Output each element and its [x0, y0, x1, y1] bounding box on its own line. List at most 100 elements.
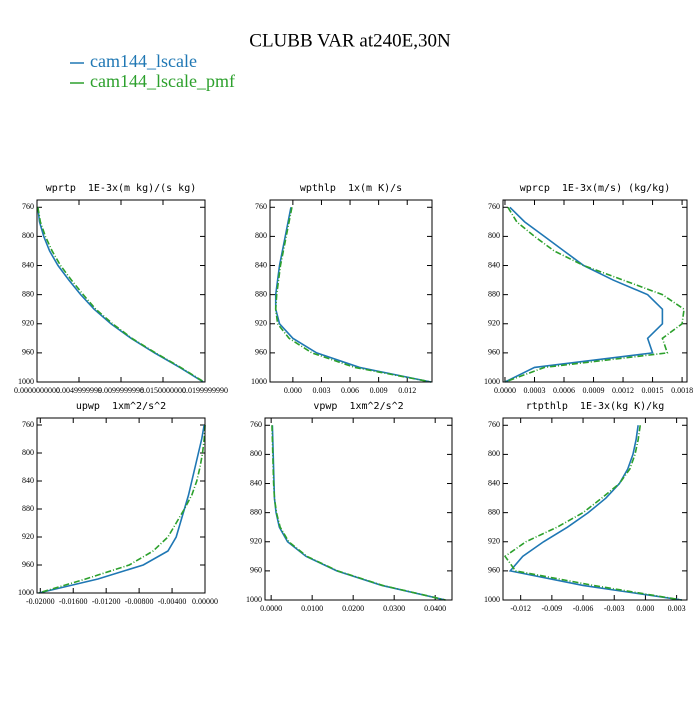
y-tick-label: 920 — [488, 537, 500, 546]
series-line — [508, 425, 682, 601]
panel-title: wprcp 1E-3x(m/s) (kg/kg) — [520, 183, 671, 194]
panel-title: wprtp 1E-3x(m kg)/(s kg) — [46, 183, 197, 194]
y-tick-label: 880 — [488, 507, 500, 516]
y-tick-label: 800 — [22, 448, 34, 457]
x-tick-label: 0.0400 — [424, 604, 446, 613]
y-tick-label: 840 — [22, 476, 34, 485]
x-tick-label: 0.0099999998 — [98, 386, 144, 395]
panel-title: vpwp 1xm^2/s^2 — [313, 401, 403, 412]
plot-frame — [502, 199, 688, 383]
x-tick-label: 0.006 — [341, 386, 359, 395]
y-tick-label: 1000 — [18, 377, 34, 386]
y-tick-label: 960 — [22, 560, 34, 569]
x-tick-label: 0.0200 — [342, 604, 364, 613]
x-tick-label: 0.003 — [312, 386, 330, 395]
y-tick-label: 960 — [488, 348, 500, 357]
plot-frame — [36, 199, 206, 383]
series-line — [274, 207, 432, 383]
y-tick-label: 840 — [250, 478, 262, 487]
x-tick-label: 0.0006 — [553, 386, 575, 395]
y-tick-label: 1000 — [18, 588, 34, 597]
y-tick-label: 920 — [255, 319, 267, 328]
y-tick-label: 880 — [22, 504, 34, 513]
plot-frame — [264, 417, 453, 601]
panel-title: rtpthlp 1E-3x(kg K)/kg — [526, 401, 664, 412]
plot-frame — [36, 417, 206, 594]
x-tick-label: 0.003 — [668, 604, 686, 613]
series-line — [37, 207, 205, 383]
x-tick-label: 0.0150000000 — [140, 386, 186, 395]
y-tick-label: 880 — [255, 289, 267, 298]
x-tick-label: -0.006 — [573, 604, 594, 613]
x-tick-label: 0.0000000000 — [14, 386, 60, 395]
x-tick-label: -0.012 — [510, 604, 531, 613]
x-tick-label: -0.00800 — [125, 597, 154, 606]
y-tick-label: 760 — [22, 202, 34, 211]
x-tick-label: 0.0015 — [642, 386, 664, 395]
series-line — [271, 425, 446, 601]
plot-frame — [269, 199, 433, 383]
y-tick-label: 920 — [22, 319, 34, 328]
x-tick-label: 0.000 — [636, 604, 654, 613]
y-tick-label: 800 — [488, 449, 500, 458]
series-line — [38, 424, 205, 594]
x-tick-label: 0.0018 — [671, 386, 693, 395]
y-tick-label: 760 — [488, 202, 500, 211]
y-tick-label: 760 — [255, 202, 267, 211]
y-tick-label: 840 — [488, 260, 500, 269]
series-line — [504, 206, 685, 383]
plot-frame — [502, 417, 688, 601]
x-tick-label: 0.0012 — [612, 386, 634, 395]
x-tick-label: -0.00400 — [158, 597, 187, 606]
y-tick-label: 960 — [488, 566, 500, 575]
x-tick-label: 0.0000 — [494, 386, 516, 395]
series-line — [503, 425, 682, 601]
y-tick-label: 1000 — [484, 595, 500, 604]
y-tick-label: 1000 — [484, 377, 500, 386]
y-tick-label: 840 — [488, 478, 500, 487]
x-tick-label: -0.01200 — [92, 597, 121, 606]
figure-title: CLUBB VAR at240E,30N — [249, 30, 451, 51]
y-tick-label: 920 — [488, 319, 500, 328]
y-tick-label: 1000 — [246, 595, 262, 604]
x-tick-label: 0.0009 — [583, 386, 605, 395]
x-tick-label: 0.0300 — [383, 604, 405, 613]
y-tick-label: 760 — [22, 420, 34, 429]
x-tick-label: 0.0000 — [260, 604, 282, 613]
x-tick-label: 0.009 — [370, 386, 388, 395]
x-tick-label: -0.009 — [542, 604, 563, 613]
series-line — [38, 424, 206, 594]
x-tick-label: -0.02000 — [26, 597, 55, 606]
y-tick-label: 760 — [250, 420, 262, 429]
y-tick-label: 1000 — [251, 377, 267, 386]
y-tick-label: 880 — [22, 289, 34, 298]
x-tick-label: -0.01600 — [59, 597, 88, 606]
series-line — [271, 425, 446, 601]
y-tick-label: 920 — [250, 537, 262, 546]
legend-label: cam144_lscale — [90, 51, 197, 71]
series-line — [274, 207, 432, 383]
y-tick-label: 880 — [488, 289, 500, 298]
x-tick-label: 0.000 — [284, 386, 302, 395]
y-tick-label: 760 — [488, 420, 500, 429]
x-tick-label: 0.0003 — [523, 386, 545, 395]
x-tick-label: 0.00000 — [192, 597, 218, 606]
panel-title: wpthlp 1x(m K)/s — [300, 183, 402, 194]
x-tick-label: -0.003 — [604, 604, 625, 613]
y-tick-label: 800 — [488, 231, 500, 240]
y-tick-label: 840 — [22, 260, 34, 269]
x-tick-label: 0.0199999990 — [182, 386, 228, 395]
y-tick-label: 800 — [255, 231, 267, 240]
x-tick-label: 0.0100 — [301, 604, 323, 613]
y-tick-label: 960 — [22, 348, 34, 357]
y-tick-label: 840 — [255, 260, 267, 269]
y-tick-label: 920 — [22, 532, 34, 541]
y-tick-label: 960 — [250, 566, 262, 575]
panel-title: upwp 1xm^2/s^2 — [76, 401, 166, 412]
y-tick-label: 880 — [250, 507, 262, 516]
series-line — [504, 206, 664, 383]
y-tick-label: 960 — [255, 348, 267, 357]
x-tick-label: 0.012 — [398, 386, 416, 395]
